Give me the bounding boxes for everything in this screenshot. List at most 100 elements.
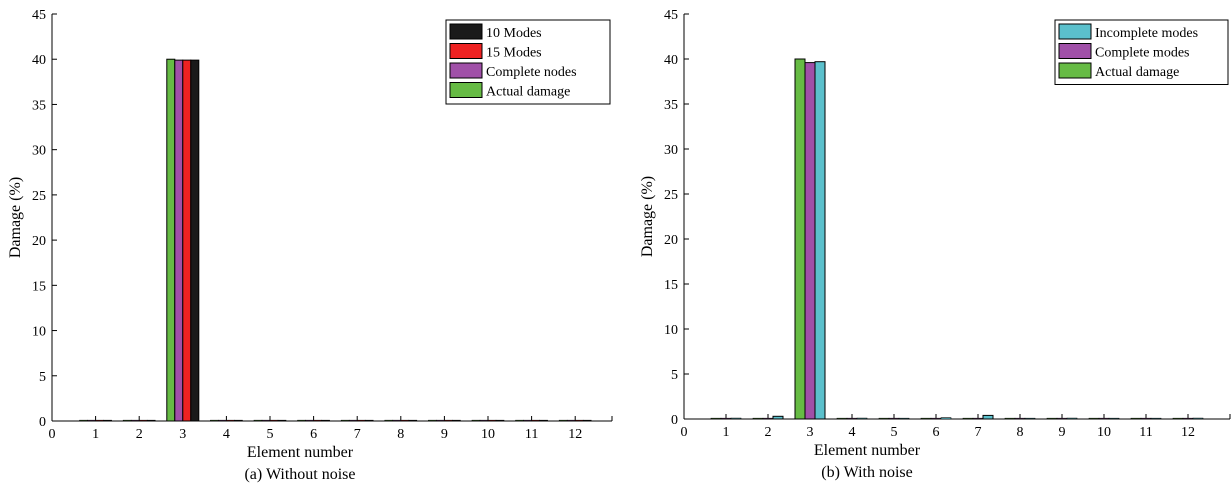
y-tick-label: 5 — [39, 370, 46, 385]
bar-10-modes-10 — [495, 419, 505, 422]
bar-actual-damage-10 — [471, 419, 481, 422]
legend: Incomplete modes Complete modes Actual dam… — [1054, 19, 1229, 85]
y-tick-label: 10 — [32, 325, 46, 340]
bar-10-modes-8 — [408, 419, 418, 422]
y-tick-label: 20 — [32, 234, 46, 249]
x-axis-label: Element number — [814, 442, 921, 459]
bar-10-modes-7 — [364, 419, 374, 422]
bar-complete-nodes-2 — [130, 419, 140, 422]
bar-15-modes-9 — [444, 419, 453, 422]
y-tick-label: 25 — [664, 188, 678, 203]
legend: 10 Modes 15 Modes Complete nodes Actual dam… — [445, 19, 611, 105]
bar-15-modes-7 — [356, 419, 366, 422]
y-tick-label: 30 — [664, 143, 678, 158]
bar-complete-modes-1 — [720, 417, 732, 420]
x-tick-label: 8 — [1017, 425, 1024, 440]
x-tick-label: 9 — [1059, 425, 1066, 440]
x-tick-label: 5 — [891, 425, 898, 440]
bar-complete-modes-8 — [1014, 417, 1026, 420]
x-tick-label: 9 — [441, 427, 448, 442]
y-tick-label: 30 — [32, 144, 46, 159]
legend-label: 15 Modes — [486, 46, 542, 61]
bar-complete-nodes-8 — [392, 419, 402, 422]
x-tick-label: 11 — [525, 427, 538, 442]
bar-15-modes-6 — [313, 419, 322, 422]
bar-10-modes-9 — [452, 419, 461, 422]
bar-incomplete-modes-6 — [940, 417, 952, 420]
x-tick-label: 5 — [267, 427, 274, 442]
y-tick-label: 45 — [32, 8, 46, 23]
bar-actual-damage-5 — [878, 417, 890, 420]
bar-incomplete-modes-9 — [1066, 417, 1078, 420]
bar-actual-damage-3 — [166, 58, 176, 422]
bar-15-modes-10 — [487, 419, 497, 422]
bar-actual-damage-10 — [1088, 417, 1100, 420]
x-tick-label: 0 — [49, 427, 56, 442]
bar-incomplete-modes-5 — [898, 417, 910, 420]
bar-complete-modes-4 — [846, 417, 858, 420]
y-tick-label: 40 — [32, 53, 46, 68]
bar-complete-modes-12 — [1182, 417, 1194, 420]
bar-incomplete-modes-7 — [982, 414, 994, 420]
bar-actual-damage-11 — [1130, 417, 1142, 420]
y-tick-label: 5 — [671, 368, 678, 383]
bar-10-modes-12 — [582, 419, 592, 422]
legend-swatch — [1058, 43, 1092, 59]
x-tick-label: 10 — [481, 427, 495, 442]
x-tick-label: 4 — [849, 425, 856, 440]
bar-10-modes-4 — [234, 419, 243, 422]
legend-label: Complete modes — [1095, 46, 1190, 61]
bar-10-modes-6 — [321, 419, 330, 422]
y-tick-label: 35 — [32, 98, 46, 113]
x-axis-label: Element number — [247, 444, 354, 461]
bar-actual-damage-12 — [558, 419, 568, 422]
bar-15-modes-8 — [400, 419, 410, 422]
bar-10-modes-11 — [539, 419, 548, 422]
legend-label: Actual damage — [1095, 65, 1179, 80]
bar-10-modes-1 — [103, 419, 112, 422]
bar-15-modes-4 — [226, 419, 235, 422]
bar-complete-modes-6 — [930, 417, 942, 420]
bar-complete-nodes-10 — [479, 419, 489, 422]
bar-incomplete-modes-11 — [1150, 417, 1162, 420]
x-tick-label: 2 — [765, 425, 772, 440]
y-tick-label: 10 — [664, 323, 678, 338]
bar-actual-damage-7 — [962, 417, 974, 420]
bar-complete-modes-3 — [804, 62, 816, 420]
bar-incomplete-modes-10 — [1108, 417, 1120, 420]
x-tick-label: 10 — [1097, 425, 1111, 440]
bar-complete-nodes-12 — [566, 419, 576, 422]
bar-actual-damage-2 — [752, 417, 764, 420]
x-tick-label: 6 — [310, 427, 317, 442]
legend-label: Complete nodes — [486, 65, 577, 80]
bar-complete-nodes-6 — [305, 419, 314, 422]
bar-15-modes-5 — [269, 419, 279, 422]
bar-actual-damage-11 — [515, 419, 524, 422]
x-tick-label: 7 — [354, 427, 361, 442]
bar-actual-damage-4 — [836, 417, 848, 420]
bar-actual-damage-7 — [340, 419, 350, 422]
bar-incomplete-modes-8 — [1024, 417, 1036, 420]
bar-complete-nodes-11 — [523, 419, 532, 422]
x-tick-label: 11 — [1139, 425, 1152, 440]
chart-caption: (b) With noise — [821, 464, 913, 481]
bar-complete-nodes-5 — [261, 419, 271, 422]
bar-incomplete-modes-2 — [772, 415, 784, 420]
bar-actual-damage-12 — [1172, 417, 1184, 420]
x-tick-label: 0 — [681, 425, 688, 440]
bar-actual-damage-4 — [210, 419, 219, 422]
bar-actual-damage-1 — [79, 419, 88, 422]
bar-actual-damage-2 — [122, 419, 132, 422]
bar-incomplete-modes-3 — [814, 61, 826, 420]
x-tick-label: 12 — [568, 427, 582, 442]
bar-complete-modes-11 — [1140, 417, 1152, 420]
y-tick-label: 15 — [664, 278, 678, 293]
bar-actual-damage-6 — [297, 419, 306, 422]
y-tick-label: 45 — [664, 8, 678, 23]
bar-15-modes-2 — [138, 419, 148, 422]
legend-swatch — [1058, 62, 1092, 79]
x-tick-label: 1 — [92, 427, 99, 442]
bar-incomplete-modes-12 — [1192, 417, 1204, 420]
